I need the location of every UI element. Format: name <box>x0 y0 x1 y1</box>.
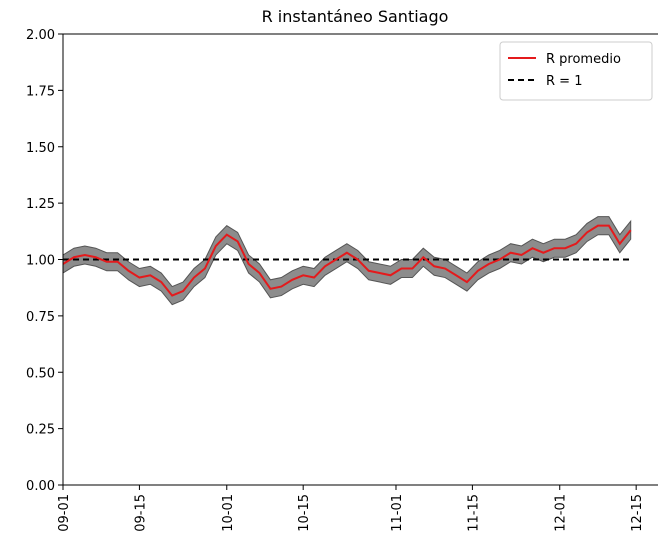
y-tick-label: 0.50 <box>26 366 55 381</box>
legend-label: R = 1 <box>546 74 582 89</box>
y-tick-label: 0.75 <box>26 310 55 325</box>
legend-label: R promedio <box>546 52 621 67</box>
legend: R promedio R = 1 <box>499 41 653 101</box>
x-tick-label: 12-15 <box>630 494 645 532</box>
x-tick-label: 10-15 <box>297 494 312 532</box>
series-line <box>62 224 632 297</box>
x-tick-label: 12-01 <box>554 494 569 532</box>
x-tick-label: 09-15 <box>133 494 148 532</box>
y-tick-label: 1.75 <box>26 84 55 99</box>
x-tick-label: 11-15 <box>466 494 481 532</box>
x-tick-label: 10-01 <box>221 494 236 532</box>
y-tick-label: 1.00 <box>26 254 55 269</box>
chart-title: R instantáneo Santiago <box>262 7 449 26</box>
x-tick-label: 09-01 <box>57 494 72 532</box>
y-tick-label: 2.00 <box>26 28 55 43</box>
y-tick-label: 1.25 <box>26 197 55 212</box>
legend-box <box>499 41 653 101</box>
x-tick-label: 11-01 <box>390 494 405 532</box>
y-tick-label: 0.00 <box>26 479 55 494</box>
y-tick-label: 1.50 <box>26 141 55 156</box>
confidence-band <box>62 216 632 306</box>
y-tick-label: 0.25 <box>26 423 55 438</box>
